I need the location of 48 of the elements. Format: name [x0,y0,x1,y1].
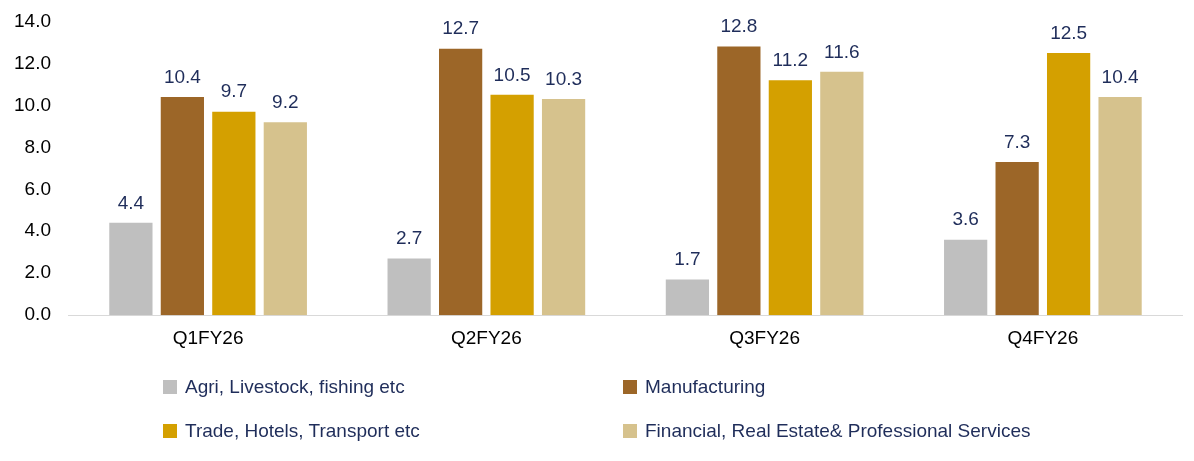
bar [387,258,431,316]
legend-label: Agri, Livestock, fishing etc [185,376,405,398]
bar [1046,52,1091,316]
x-tick-label: Q4FY26 [1007,326,1079,348]
data-label: 2.7 [395,227,423,249]
data-label: 12.8 [720,15,758,37]
bar [944,239,988,316]
data-label: 3.6 [952,208,979,230]
data-label: 4.4 [117,191,145,213]
bar [490,94,534,316]
bar [717,46,761,316]
data-label: 7.3 [1003,130,1031,152]
y-tick-label: 14.0 [14,9,51,31]
x-tick-label: Q1FY26 [172,326,244,348]
bar [541,99,586,316]
bar [1098,96,1142,316]
data-label: 9.2 [272,90,299,112]
data-label: 10.4 [163,65,202,87]
data-label: 1.7 [674,248,701,270]
data-label: 12.7 [442,17,480,39]
data-label: 12.5 [1050,21,1088,43]
data-label: 9.7 [220,80,248,102]
legend-label: Trade, Hotels, Transport etc [185,420,420,442]
bar [995,162,1039,316]
bar [768,80,812,316]
data-label: 10.4 [1101,65,1140,87]
bar [212,111,256,316]
legend-label: Manufacturing [645,376,766,398]
bar [665,279,710,316]
data-label: 10.5 [493,63,531,85]
bar [160,96,204,316]
y-tick-label: 0.0 [24,303,51,325]
bar [820,71,864,316]
x-tick-label: Q3FY26 [729,326,800,348]
bar [109,222,153,316]
y-tick-label: 4.0 [24,219,51,241]
bar [439,48,483,316]
x-tick-label: Q2FY26 [450,326,522,348]
y-tick-label: 8.0 [24,135,51,157]
y-tick-label: 12.0 [14,51,51,73]
data-label: 11.2 [772,48,809,70]
legend-label: Financial, Real Estate& Professional Services [645,420,1031,442]
data-label: 10.3 [545,67,583,89]
y-tick-label: 2.0 [24,261,51,283]
data-label: 11.6 [824,40,860,62]
y-tick-label: 6.0 [24,177,51,199]
y-tick-label: 10.0 [14,93,51,115]
bar [263,122,307,316]
